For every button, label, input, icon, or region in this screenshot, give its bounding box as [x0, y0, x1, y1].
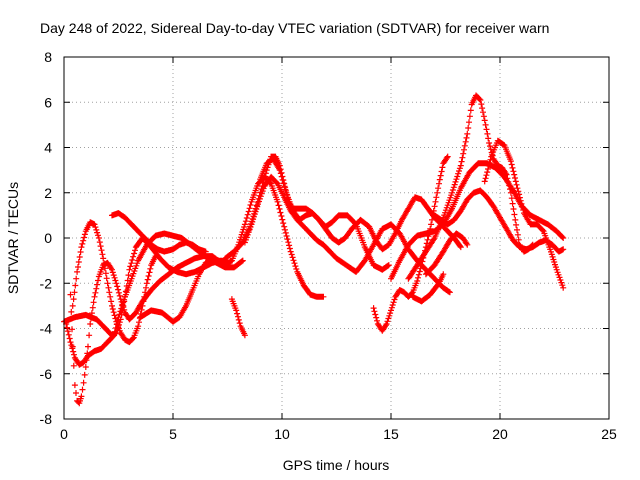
chart-title: Day 248 of 2022, Sidereal Day-to-day VTE…: [40, 20, 549, 36]
x-tick-label: 0: [60, 426, 68, 442]
y-tick-label: -6: [40, 366, 53, 382]
data-point-marks: [109, 210, 209, 255]
y-tick-label: 4: [44, 140, 52, 156]
x-tick-label: 20: [492, 426, 508, 442]
x-tick-label: 5: [169, 426, 177, 442]
series-arc7: [228, 296, 248, 339]
y-tick-label: 2: [44, 185, 52, 201]
data-point-marks: [481, 137, 567, 291]
y-tick-label: -8: [40, 411, 53, 427]
series-arc4: [69, 219, 159, 346]
x-tick-labels: 0 5 10 15 20 25: [60, 426, 617, 442]
series-arc3: [61, 235, 233, 339]
data-point-marks: [409, 271, 447, 305]
y-tick-label: 8: [44, 49, 52, 65]
series-arc12: [388, 160, 567, 282]
series-arc17: [409, 271, 447, 305]
plot-frame: [63, 56, 610, 420]
y-axis-label: SDTVAR / TECUs: [5, 182, 21, 294]
y-tick-label: 6: [44, 94, 52, 110]
data-point-marks: [61, 235, 233, 339]
data-point-marks: [422, 230, 471, 278]
y-tick-labels: -8 -6 -4 -2 0 2 4 6 8: [40, 49, 53, 427]
y-tick-label: 0: [44, 230, 52, 246]
data-point-marks: [228, 296, 248, 339]
x-tick-label: 25: [601, 426, 617, 442]
data-point-marks: [388, 160, 567, 282]
data-series: [61, 92, 567, 407]
series-arc16: [422, 230, 471, 278]
x-tick-label: 10: [274, 426, 290, 442]
data-point-marks: [69, 219, 159, 346]
series-arc15: [481, 137, 567, 291]
x-axis-label: GPS time / hours: [283, 457, 390, 473]
y-tick-label: -4: [40, 321, 53, 337]
y-tick-label: -2: [40, 275, 53, 291]
x-tick-label: 15: [383, 426, 399, 442]
series-arc5: [109, 210, 209, 255]
